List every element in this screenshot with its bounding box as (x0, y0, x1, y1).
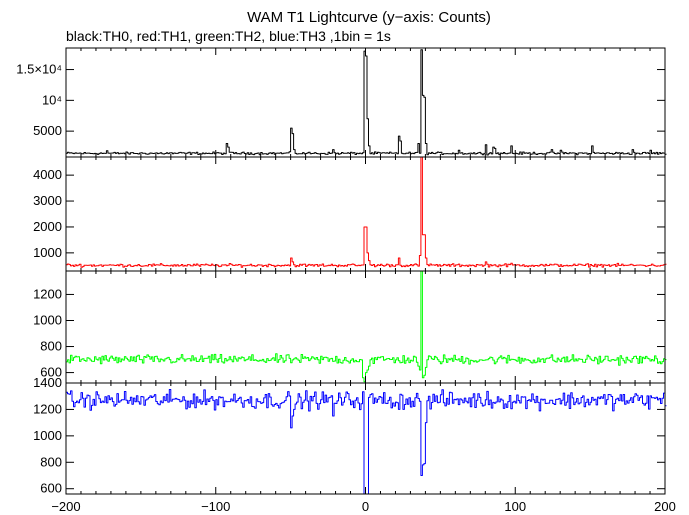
panel-3: 600 800 1000 1200 (33, 270, 667, 384)
y-tick-label: 1000 (33, 245, 62, 260)
y-tick-label: 5000 (33, 123, 62, 138)
y-tick-label: 1200 (33, 286, 62, 301)
y-tick-label: 4000 (33, 167, 62, 182)
y-tick-label: 3000 (33, 193, 62, 208)
series-line-1 (66, 49, 667, 156)
x-tick-label: 0 (362, 499, 369, 514)
y-tick-label: 1000 (33, 312, 62, 327)
x-tick-label: −100 (201, 499, 230, 514)
panel-frame-2 (65, 156, 666, 272)
y-tick-label: 600 (40, 481, 62, 496)
series-line-3 (66, 270, 667, 383)
y-tick-label: 1.5×10⁴ (16, 62, 62, 77)
y-tick-label: 800 (40, 454, 62, 469)
panel-frame-1 (65, 47, 666, 158)
y-tick-label: 2000 (33, 219, 62, 234)
panel-frame-3 (65, 270, 666, 384)
x-tick-label: −200 (51, 499, 80, 514)
panel-1: 5000 10⁴ 1.5×10⁴ (16, 47, 667, 158)
y-tick-label: 1200 (33, 401, 62, 416)
series-line-2 (66, 156, 667, 268)
x-tick-label: 200 (654, 499, 676, 514)
panel-4: 600 800 1000 1200 1400 (33, 375, 667, 496)
y-tick-label: 1400 (33, 375, 62, 390)
chart-subtitle: black:TH0, red:TH1, green:TH2, blue:TH3 … (66, 28, 391, 44)
y-tick-label: 1000 (33, 428, 62, 443)
y-tick-label: 10⁴ (42, 92, 62, 107)
panels: 500010⁴1.5×10⁴10002000300040006008001000… (16, 47, 676, 514)
y-tick-label: 600 (40, 365, 62, 380)
y-tick-label: 800 (40, 339, 62, 354)
panel-2: 1000 2000 3000 4000 (33, 156, 667, 272)
series-line-4 (66, 389, 667, 495)
x-tick-label: 100 (504, 499, 526, 514)
chart-title: WAM T1 Lightcurve (y−axis: Counts) (247, 9, 491, 26)
